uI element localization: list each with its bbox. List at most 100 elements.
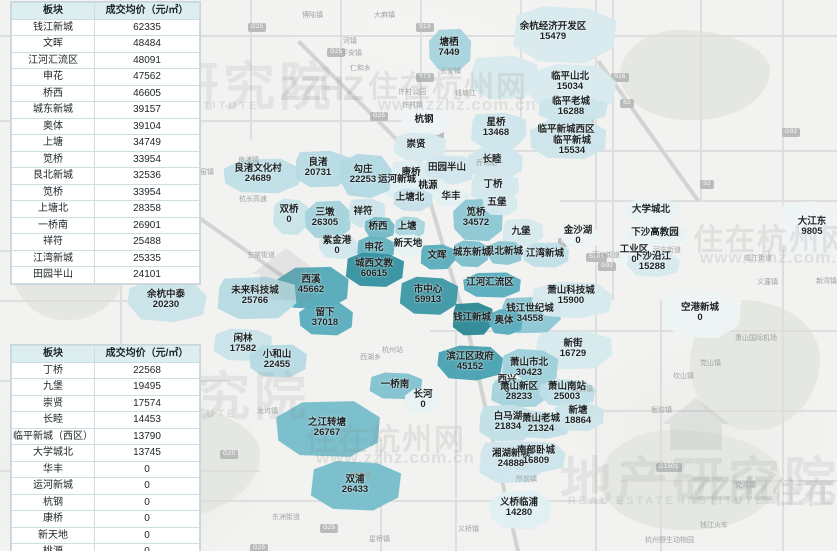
road-shield: G1501: [656, 463, 682, 472]
region-value: 26433: [341, 484, 369, 495]
region-label: 祥符: [353, 206, 372, 218]
cell-block-name: 笕桥: [11, 150, 95, 168]
region-label: 丁桥: [483, 178, 503, 191]
table-row: 桥西 46605: [11, 84, 200, 102]
table-row: 艮北新城 32536: [11, 167, 200, 185]
cell-block-name: 城东新城: [11, 101, 95, 119]
region-value: 0: [631, 254, 637, 265]
region-polygon: [779, 201, 835, 255]
region-label: 下沙高教园: [631, 227, 679, 239]
region-name: 城东新城: [452, 246, 492, 258]
region-polygon: [531, 281, 613, 319]
region-polygon: [434, 188, 471, 208]
region-label: 大江东 9805: [798, 217, 827, 237]
region-label: 临平老城 16288: [552, 97, 590, 117]
region-label: 华丰: [441, 191, 460, 203]
region-label: 康桥: [401, 167, 420, 179]
table-row: 大学城北 13745: [11, 444, 200, 462]
region-name: 崇贤: [406, 138, 426, 150]
cell-avg-price: 46605: [94, 84, 200, 102]
minor-place-label: 萧山国际机场: [735, 335, 777, 342]
region-value: 0: [575, 235, 581, 246]
region-name: 湘湖新城: [491, 448, 531, 459]
region-name: 江河汇流区: [466, 276, 514, 288]
region-label: 崇贤: [406, 138, 426, 151]
region-polygon: [393, 132, 447, 162]
region-name: 萧山南站: [547, 381, 587, 392]
region-polygon: [299, 302, 353, 336]
minor-place-label: 河庄街道: [653, 247, 681, 254]
cell-avg-price: 19495: [94, 378, 200, 396]
cell-avg-price: 28358: [94, 200, 200, 218]
region-label: 市中心 59913: [414, 285, 443, 305]
region-name: 白马湖: [493, 411, 523, 422]
region-name: 江湾新城: [525, 247, 565, 259]
region-label: 一桥南: [380, 378, 410, 391]
cell-block-name: 新天地: [11, 526, 95, 544]
cell-block-name: 九堡: [11, 378, 95, 396]
region-label: 金沙湖 0: [564, 226, 593, 246]
minor-place-label: 衙前镇: [651, 407, 672, 414]
region-name: 萧山市北: [509, 357, 549, 368]
region-name: 五堡: [487, 196, 507, 208]
road-shield: S13: [416, 23, 434, 32]
region-name: 双桥: [279, 204, 299, 215]
region-label: 西兴 0: [497, 375, 516, 395]
region-name: 双浦: [345, 474, 365, 485]
region-polygon: [538, 96, 608, 124]
region-name: 运河新城: [377, 173, 417, 185]
minor-place-label: 博陆镇: [302, 12, 323, 19]
region-value: 0: [334, 245, 340, 256]
region-name: 奥体: [494, 314, 514, 326]
region-name: 笕桥: [466, 207, 486, 218]
table-row: 新天地 0: [11, 526, 200, 544]
region-label: 新街 16729: [560, 339, 586, 359]
region-value: 16288: [557, 106, 585, 117]
table-row: 上塘北 28358: [11, 200, 200, 218]
cell-avg-price: 33954: [94, 150, 200, 168]
cell-block-name: 笕桥: [11, 183, 95, 201]
region-polygon: [662, 289, 742, 339]
region-value: 17582: [229, 343, 257, 354]
minor-place-label: 瓜沥镇: [572, 386, 593, 393]
table-row: 笕桥 33954: [11, 150, 200, 168]
road-line: [620, 480, 837, 482]
region-name: 西兴: [497, 374, 517, 385]
minor-place-label: 长安镇: [440, 68, 461, 75]
cell-avg-price: 0: [94, 493, 200, 511]
terrain-patch: [620, 30, 770, 120]
region-value: 0: [697, 312, 703, 323]
region-label: 临平新城 15534: [553, 136, 591, 156]
table-row: 文晖 48484: [11, 35, 200, 53]
region-label: 闲林 17582: [230, 334, 256, 354]
region-name: 良渚: [308, 157, 328, 168]
region-value: 60615: [360, 268, 388, 279]
region-label: 塘栖 7449: [438, 38, 459, 58]
region-value: 21324: [527, 423, 555, 434]
region-polygon: [529, 118, 607, 160]
road-shield: G25: [248, 23, 267, 32]
cell-block-name: 大学城北: [11, 444, 95, 462]
region-value: 22455: [263, 359, 291, 370]
region-polygon: [318, 235, 359, 259]
header-cell-price: 成交均价（元/㎡）: [94, 2, 200, 20]
table-row: 康桥 0: [11, 510, 200, 528]
table-row: 杭钢 0: [11, 493, 200, 511]
cell-avg-price: 32536: [94, 167, 200, 185]
region-label: 运河新城: [377, 173, 417, 186]
region-name: 丁桥: [483, 178, 503, 190]
region-name: 一桥南: [380, 378, 410, 390]
cell-block-name: 长睦: [11, 411, 95, 429]
cell-avg-price: 39104: [94, 117, 200, 135]
minor-place-label: 星桥镇: [369, 536, 390, 543]
road-line: [340, 0, 342, 160]
region-label: 长睦: [482, 154, 501, 166]
region-name: 三墩: [315, 207, 335, 218]
cell-block-name: 祥符: [11, 233, 95, 251]
region-value: 20731: [304, 167, 332, 178]
minor-place-label: 五常街道: [247, 252, 275, 259]
region-label: 田园半山: [428, 162, 466, 174]
region-value: 45152: [456, 361, 484, 372]
region-value: 0: [286, 214, 292, 225]
table-row: 一桥南 26901: [11, 216, 200, 234]
